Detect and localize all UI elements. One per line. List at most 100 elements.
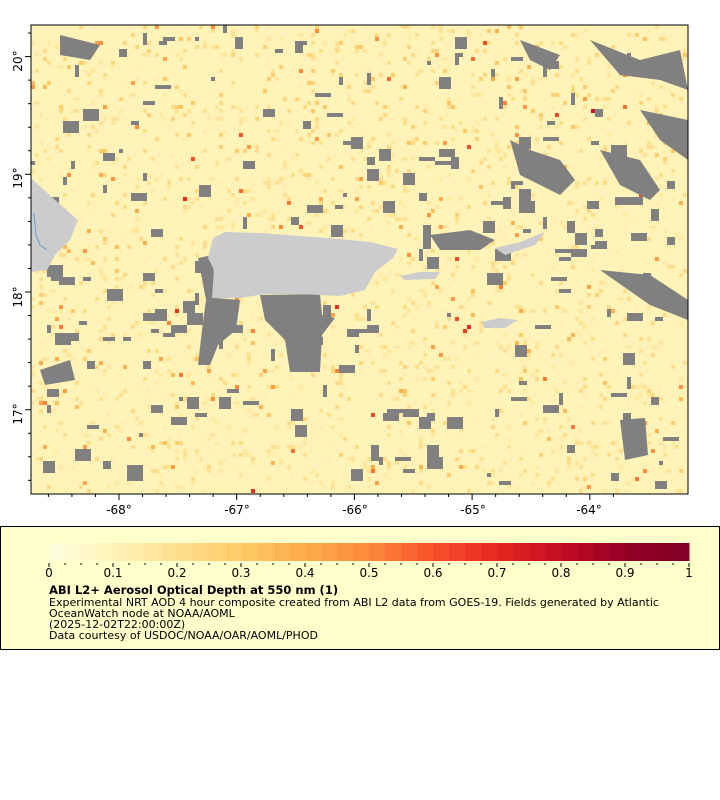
aod-pixel bbox=[191, 157, 195, 161]
aod-pixel bbox=[515, 41, 519, 45]
aod-pixel bbox=[179, 317, 183, 321]
aod-pixel bbox=[567, 457, 571, 461]
aod-pixel bbox=[595, 53, 599, 57]
aod-pixel bbox=[611, 81, 615, 85]
cloud-patch bbox=[163, 333, 175, 337]
aod-pixel bbox=[379, 333, 383, 337]
cloud-patch bbox=[543, 65, 547, 77]
aod-pixel bbox=[519, 449, 523, 453]
aod-pixel bbox=[115, 397, 119, 401]
aod-pixel bbox=[483, 165, 487, 169]
aod-pixel bbox=[399, 85, 403, 89]
colorbar-cell bbox=[513, 543, 530, 561]
aod-pixel bbox=[255, 53, 259, 57]
aod-pixel bbox=[447, 473, 451, 477]
aod-pixel bbox=[407, 297, 411, 301]
aod-pixel bbox=[131, 325, 135, 329]
aod-pixel bbox=[167, 77, 171, 81]
aod-pixel bbox=[235, 197, 239, 201]
aod-pixel bbox=[175, 333, 179, 337]
aod-pixel bbox=[495, 433, 499, 437]
aod-pixel bbox=[215, 105, 219, 109]
aod-pixel bbox=[119, 85, 123, 89]
aod-pixel bbox=[251, 489, 255, 493]
aod-pixel bbox=[467, 325, 471, 329]
aod-pixel bbox=[539, 281, 543, 285]
aod-pixel bbox=[555, 133, 559, 137]
aod-pixel bbox=[511, 89, 515, 93]
aod-pixel bbox=[423, 105, 427, 109]
aod-pixel bbox=[403, 461, 407, 465]
aod-pixel bbox=[575, 93, 579, 97]
aod-pixel bbox=[175, 321, 179, 325]
aod-pixel bbox=[195, 253, 199, 257]
aod-pixel bbox=[431, 389, 435, 393]
aod-pixel bbox=[579, 301, 583, 305]
aod-pixel bbox=[215, 161, 219, 165]
aod-pixel bbox=[267, 37, 271, 41]
aod-pixel bbox=[659, 41, 663, 45]
aod-pixel bbox=[291, 445, 295, 449]
aod-pixel bbox=[447, 453, 451, 457]
aod-pixel bbox=[499, 229, 503, 233]
aod-pixel bbox=[139, 333, 143, 337]
aod-pixel bbox=[187, 177, 191, 181]
aod-pixel bbox=[191, 289, 195, 293]
aod-pixel bbox=[187, 373, 191, 377]
aod-pixel bbox=[203, 225, 207, 229]
aod-pixel bbox=[471, 293, 475, 297]
aod-pixel bbox=[495, 117, 499, 121]
aod-pixel bbox=[163, 289, 167, 293]
aod-pixel bbox=[507, 133, 511, 137]
aod-pixel bbox=[443, 309, 447, 313]
cloud-patch bbox=[559, 289, 571, 293]
colorbar-cell bbox=[385, 543, 402, 561]
aod-pixel bbox=[155, 381, 159, 385]
aod-pixel bbox=[571, 261, 575, 265]
aod-pixel bbox=[279, 373, 283, 377]
cloud-patch bbox=[199, 185, 211, 197]
aod-pixel bbox=[355, 233, 359, 237]
aod-pixel bbox=[67, 205, 71, 209]
aod-pixel bbox=[555, 93, 559, 97]
lon-label-68: -68° bbox=[106, 503, 132, 517]
aod-pixel bbox=[211, 25, 215, 29]
aod-pixel bbox=[443, 357, 447, 361]
aod-pixel bbox=[587, 441, 591, 445]
aod-pixel bbox=[607, 305, 611, 309]
aod-pixel bbox=[487, 193, 491, 197]
aod-pixel bbox=[539, 237, 543, 241]
aod-pixel bbox=[471, 265, 475, 269]
aod-pixel bbox=[87, 229, 91, 233]
aod-pixel bbox=[519, 305, 523, 309]
aod-pixel bbox=[99, 89, 103, 93]
aod-pixel bbox=[327, 49, 331, 53]
aod-pixel bbox=[231, 373, 235, 377]
aod-pixel bbox=[395, 185, 399, 189]
aod-pixel bbox=[219, 461, 223, 465]
aod-pixel bbox=[523, 469, 527, 473]
aod-pixel bbox=[243, 309, 247, 313]
aod-pixel bbox=[463, 385, 467, 389]
aod-pixel bbox=[487, 29, 491, 33]
aod-pixel bbox=[115, 117, 119, 121]
aod-pixel bbox=[659, 173, 663, 177]
aod-pixel bbox=[635, 397, 639, 401]
aod-pixel bbox=[175, 181, 179, 185]
aod-pixel bbox=[171, 201, 175, 205]
aod-pixel bbox=[579, 441, 583, 445]
aod-pixel bbox=[147, 433, 151, 437]
aod-pixel bbox=[155, 25, 159, 29]
cloud-patch bbox=[551, 277, 567, 281]
aod-pixel bbox=[495, 149, 499, 153]
aod-pixel bbox=[219, 221, 223, 225]
aod-pixel bbox=[503, 485, 507, 489]
aod-pixel bbox=[79, 261, 83, 265]
aod-pixel bbox=[71, 189, 75, 193]
aod-pixel bbox=[647, 305, 651, 309]
aod-pixel bbox=[587, 57, 591, 61]
aod-pixel bbox=[331, 313, 335, 317]
aod-pixel bbox=[159, 173, 163, 177]
aod-pixel bbox=[371, 413, 375, 417]
aod-pixel bbox=[679, 489, 683, 493]
